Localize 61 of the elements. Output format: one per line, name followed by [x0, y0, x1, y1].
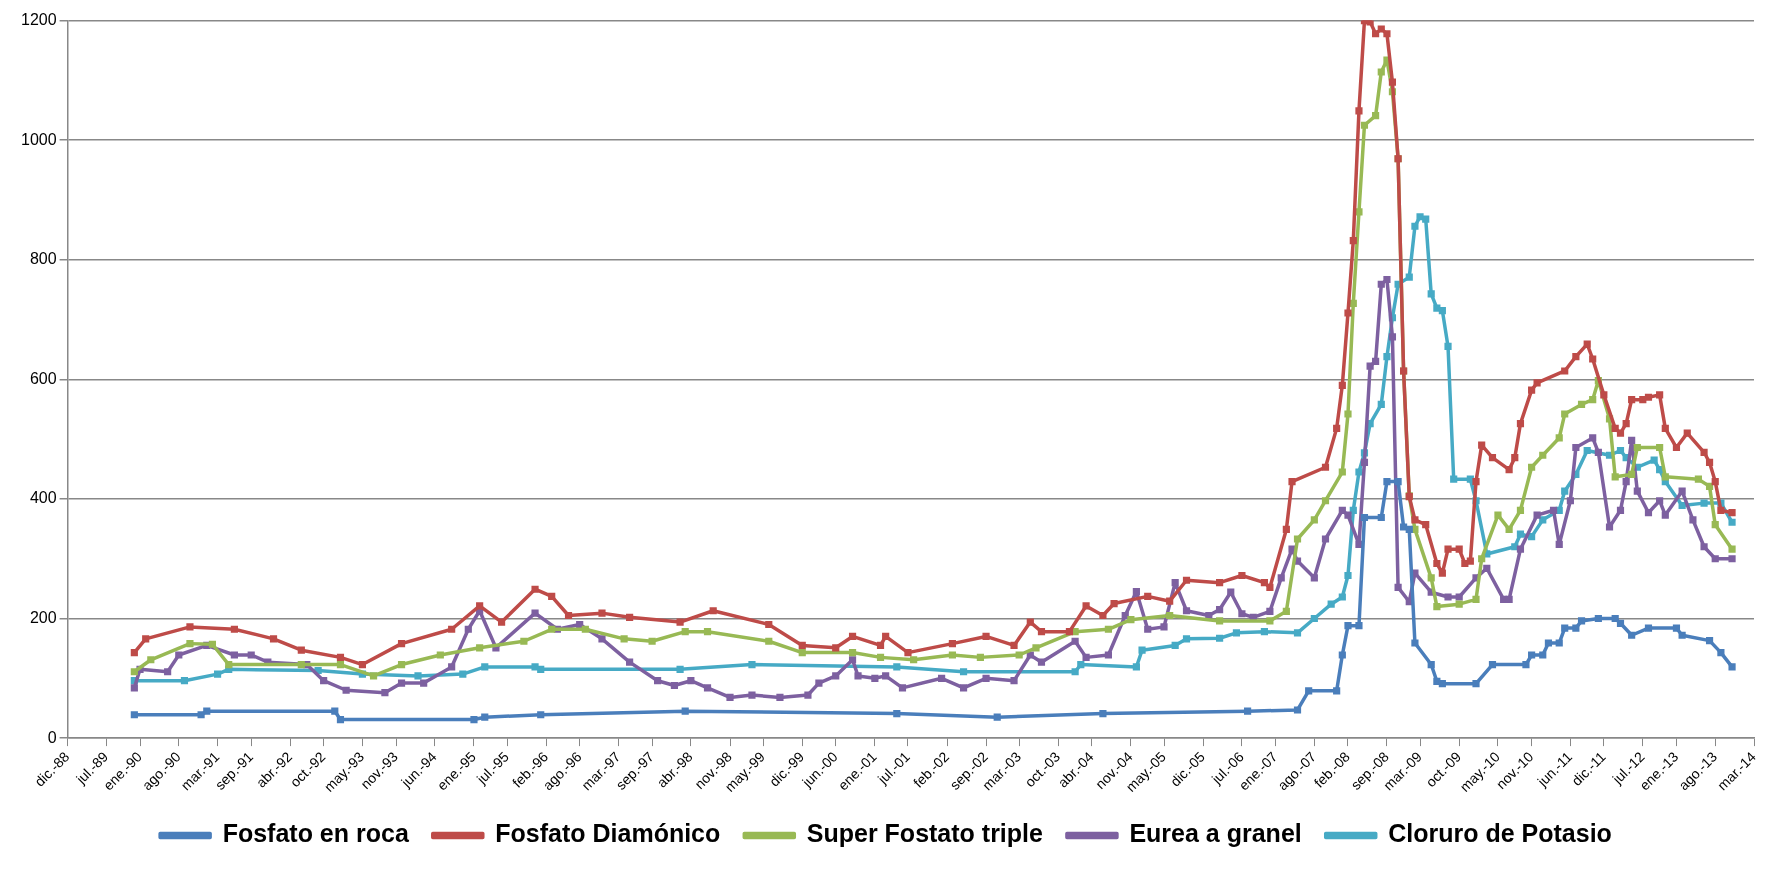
point — [1360, 513, 1369, 522]
point — [1539, 651, 1547, 659]
point — [1528, 651, 1536, 659]
point — [1555, 639, 1563, 647]
point — [1293, 706, 1302, 714]
point — [481, 713, 489, 721]
point — [1472, 680, 1480, 688]
point — [1400, 523, 1408, 531]
point — [130, 711, 138, 719]
point — [1644, 624, 1653, 632]
point — [1355, 622, 1363, 630]
point — [681, 707, 689, 715]
y-tick-label: 200 — [29, 608, 57, 626]
point — [1433, 677, 1441, 685]
point — [1405, 525, 1413, 534]
point — [1672, 624, 1681, 632]
point — [893, 709, 901, 718]
point — [1594, 614, 1602, 623]
point — [1344, 622, 1352, 630]
point — [1305, 687, 1313, 695]
point — [1427, 660, 1435, 669]
legend-label: Eurea a granel — [1129, 819, 1302, 848]
point — [1394, 478, 1402, 486]
point — [1611, 614, 1619, 623]
y-tick-label: 600 — [29, 369, 57, 387]
point — [470, 715, 478, 724]
point — [1728, 663, 1736, 671]
y-tick-label: 1200 — [21, 11, 57, 29]
point — [331, 707, 339, 715]
point — [1488, 660, 1497, 669]
point — [203, 707, 211, 715]
legend-label: Super Fostato triple — [806, 819, 1044, 848]
point — [336, 715, 345, 724]
point — [1705, 637, 1714, 645]
point — [993, 713, 1001, 721]
point — [1572, 624, 1580, 632]
point — [1338, 651, 1346, 659]
y-tick-label: 800 — [29, 250, 57, 268]
point — [1544, 639, 1553, 647]
point — [1616, 619, 1625, 627]
point — [1377, 513, 1385, 522]
point — [1522, 660, 1530, 669]
point — [1438, 680, 1446, 688]
y-tick-label: 1000 — [21, 130, 57, 148]
point — [537, 711, 545, 719]
point — [1333, 687, 1341, 695]
point — [1717, 649, 1725, 657]
point — [1411, 639, 1419, 647]
point — [1678, 631, 1686, 639]
y-tick-label: 400 — [29, 489, 57, 507]
point — [1244, 707, 1252, 715]
point — [1577, 617, 1586, 625]
y-tick-label: 0 — [47, 728, 57, 746]
legend-label: Fosfato Diamónico — [495, 819, 721, 848]
point — [1383, 478, 1391, 486]
point — [197, 711, 205, 719]
legend-label: Fosfato en roca — [222, 819, 410, 848]
point — [1628, 631, 1636, 639]
point — [1561, 624, 1569, 632]
legend-label: Cloruro de Potasio — [1388, 819, 1612, 848]
point — [1099, 709, 1107, 718]
